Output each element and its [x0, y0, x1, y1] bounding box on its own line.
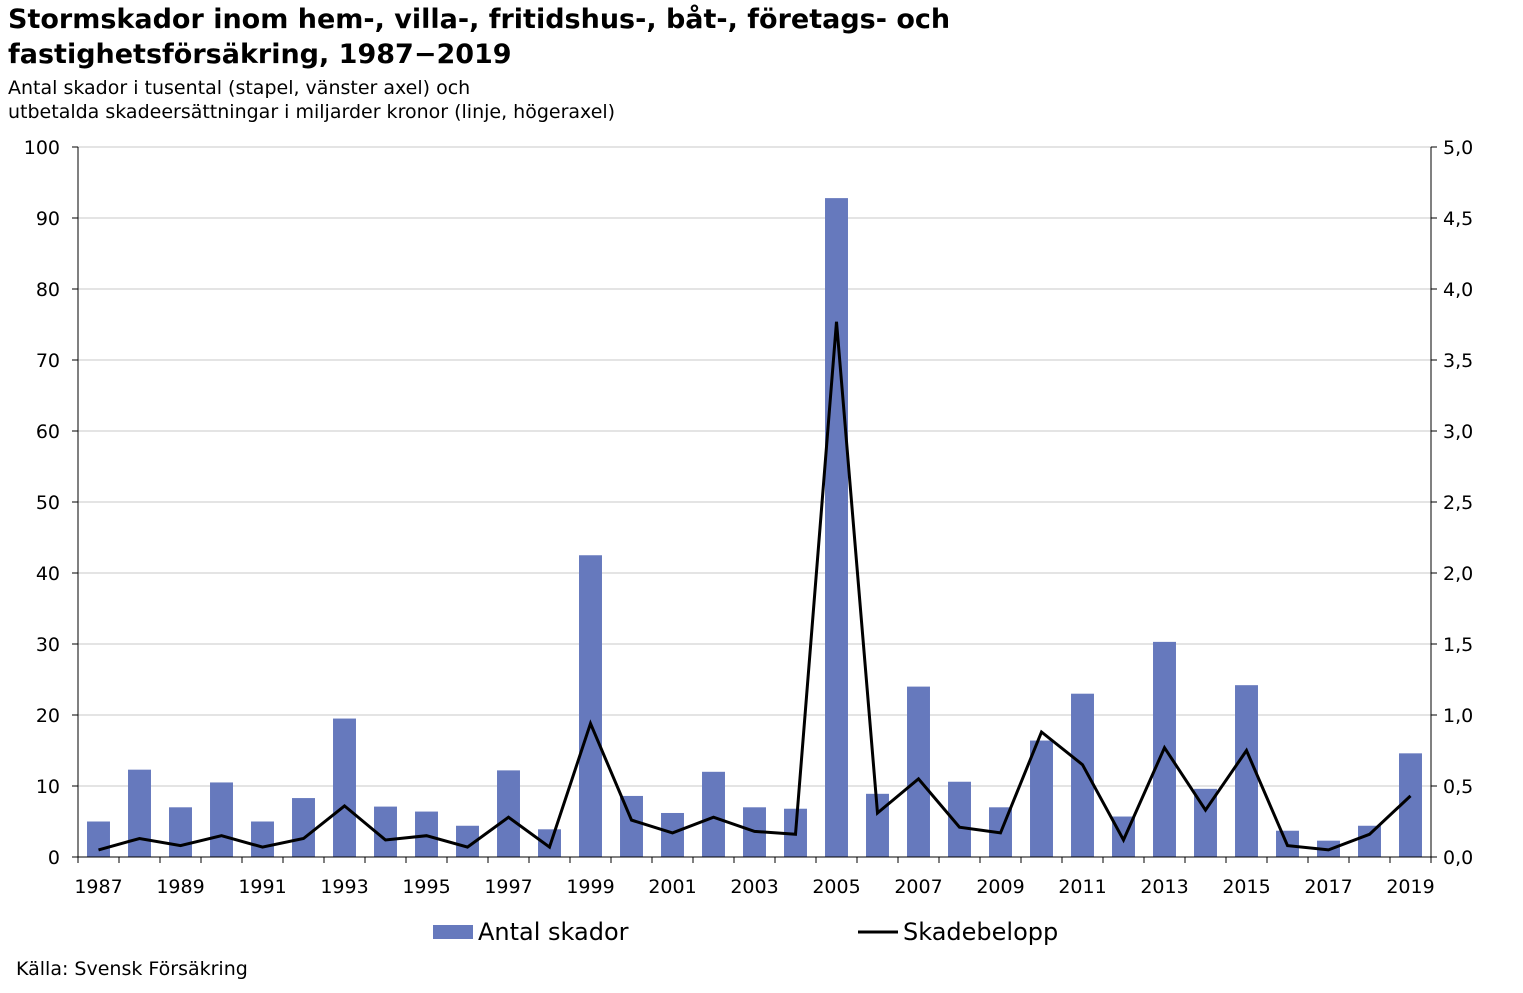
- y-left-tick-label: 60: [36, 421, 60, 443]
- subtitle-line-1: Antal skador i tusental (stapel, vänster…: [8, 77, 471, 99]
- bar: [497, 770, 520, 857]
- axes: [72, 146, 1437, 863]
- x-tick-label: 2019: [1386, 876, 1434, 898]
- x-tick-label: 2017: [1304, 876, 1352, 898]
- y-left-tick-label: 90: [36, 208, 60, 230]
- x-tick-label: 2005: [812, 876, 860, 898]
- bar: [1399, 753, 1422, 857]
- y-right-tick-label: 4,0: [1443, 279, 1473, 301]
- bar: [210, 782, 233, 857]
- x-tick-label: 1991: [238, 876, 286, 898]
- source-note: Källa: Svensk Försäkring: [16, 958, 248, 980]
- chart-title: Stormskador inom hem-, villa-, fritidshu…: [8, 4, 951, 70]
- bar: [128, 769, 151, 857]
- bar: [1194, 788, 1217, 857]
- legend-swatch-bar: [433, 925, 473, 939]
- x-tick-label: 1989: [156, 876, 204, 898]
- bar: [1030, 740, 1053, 857]
- bar: [825, 198, 848, 857]
- x-tick-label: 2011: [1058, 876, 1106, 898]
- bar: [579, 555, 602, 857]
- y-left-tick-label: 20: [36, 705, 60, 727]
- y-right-tick-label: 3,0: [1443, 421, 1473, 443]
- bar: [1358, 825, 1381, 857]
- y-right-tick-label: 0,5: [1443, 776, 1473, 798]
- bar: [87, 821, 110, 857]
- y-left-tick-label: 0: [48, 847, 60, 869]
- x-tick-label: 1987: [74, 876, 122, 898]
- y-left-tick-label: 100: [24, 137, 60, 159]
- x-tick-label: 1997: [484, 876, 532, 898]
- bar: [948, 781, 971, 857]
- y-left-tick-label: 40: [36, 563, 60, 585]
- y-right-tick-label: 4,5: [1443, 208, 1473, 230]
- x-tick-label: 1993: [320, 876, 368, 898]
- chart-subtitle: Antal skador i tusental (stapel, vänster…: [8, 76, 908, 124]
- x-tick-label: 2015: [1222, 876, 1270, 898]
- bar: [456, 825, 479, 857]
- bar: [1235, 685, 1258, 857]
- bar: [251, 821, 274, 857]
- bar-series: [87, 198, 1422, 857]
- x-tick-label: 2001: [648, 876, 696, 898]
- bar: [661, 812, 684, 857]
- bar: [374, 806, 397, 857]
- subtitle-line-2: utbetalda skadeersättningar i miljarder …: [8, 101, 616, 123]
- legend-label-bar: Antal skador: [478, 918, 629, 946]
- y-right-tick-label: 2,5: [1443, 492, 1473, 514]
- y-right-tick-label: 0,0: [1443, 847, 1473, 869]
- bar: [702, 771, 725, 857]
- line-series: [98, 321, 1412, 852]
- x-tick-label: 2013: [1140, 876, 1188, 898]
- x-tick-label: 2007: [894, 876, 942, 898]
- x-tick-label: 2009: [976, 876, 1024, 898]
- y-right-tick-label: 5,0: [1443, 137, 1473, 159]
- y-left-tick-label: 10: [36, 776, 60, 798]
- legend: Antal skador Skadebelopp: [433, 918, 1058, 946]
- y-left-tick-label: 30: [36, 634, 60, 656]
- y-right-tick-label: 1,0: [1443, 705, 1473, 727]
- bar: [292, 798, 315, 857]
- y-right-tick-label: 3,5: [1443, 350, 1473, 372]
- y-right-tick-label: 1,5: [1443, 634, 1473, 656]
- bar: [1071, 693, 1094, 857]
- y-left-tick-label: 70: [36, 350, 60, 372]
- bar: [169, 807, 192, 857]
- x-tick-label: 1995: [402, 876, 450, 898]
- grid-lines: [78, 146, 1431, 787]
- bar: [333, 718, 356, 857]
- skadebelopp-line: [98, 321, 1412, 852]
- tick-labels: 0 0,0 10 0,5 20 1,0 30 1,5 40 2,0 50 2,5 60 3,0 70 3,5 8…: [24, 137, 1473, 898]
- y-left-tick-label: 80: [36, 279, 60, 301]
- y-left-tick-label: 50: [36, 492, 60, 514]
- bar: [907, 686, 930, 857]
- y-right-tick-label: 2,0: [1443, 563, 1473, 585]
- x-tick-label: 2003: [730, 876, 778, 898]
- x-tick-label: 1999: [566, 876, 614, 898]
- legend-label-line: Skadebelopp: [903, 918, 1058, 946]
- bar: [620, 795, 643, 857]
